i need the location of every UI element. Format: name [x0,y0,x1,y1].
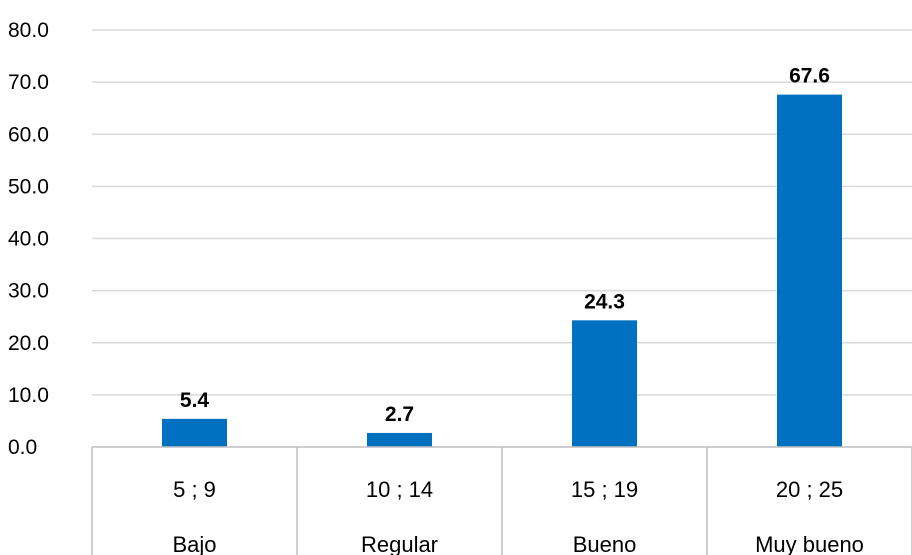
y-tick-label: 10.0 [8,384,49,407]
y-tick-label: 70.0 [8,71,49,94]
bar [777,94,842,447]
y-tick-label: 30.0 [8,280,49,303]
data-label: 24.3 [584,290,625,313]
x-tick-label: 5 ; 9 [173,477,216,502]
gridlines [92,29,912,396]
y-axis-tick-labels: 0.0 10.0 20.0 30.0 40.0 50.0 60.0 70.0 80.0 [8,19,49,459]
category-group-label: Bueno [573,532,637,555]
y-tick-label: 20.0 [8,332,49,355]
bar [572,320,637,447]
x-axis: 5 ; 9 Bajo 10 ; 14 Regular 15 ; 19 Bueno 20 ; … [91,446,912,555]
y-tick-label: 80.0 [8,19,49,42]
x-tick-label: 15 ; 19 [571,477,638,502]
data-label: 5.4 [180,389,210,412]
y-tick-label: 50.0 [8,175,49,198]
data-label: 2.7 [385,403,414,426]
data-labels: 5.4 2.7 24.3 67.6 [180,65,830,426]
bar [162,418,227,447]
y-tick-label: 40.0 [8,228,49,251]
data-label: 67.6 [789,65,830,88]
y-tick-label: 60.0 [8,123,49,146]
category-group-label: Muy bueno [755,532,864,555]
category-group-label: Bajo [172,532,216,555]
x-tick-label: 20 ; 25 [776,477,843,502]
y-tick-label: 0.0 [8,436,37,459]
x-tick-label: 10 ; 14 [366,477,433,502]
bars [162,94,842,447]
category-group-label: Regular [361,532,438,555]
bar [367,432,432,447]
